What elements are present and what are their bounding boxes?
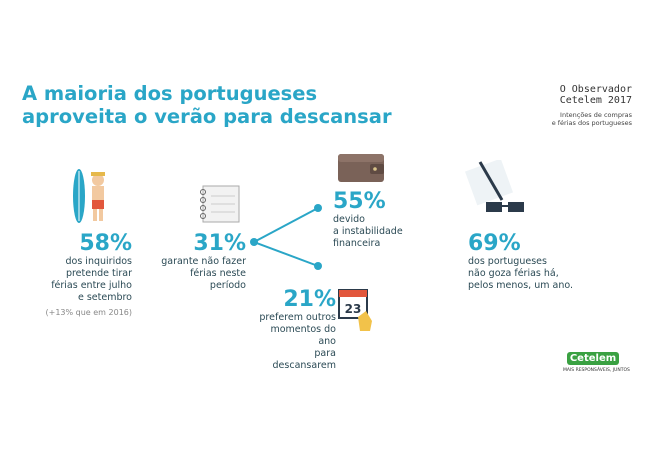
stat-58-line-3: férias entre julho <box>51 280 132 291</box>
stat-31-line-1: garante não fazer <box>161 256 246 267</box>
title-line-2: aproveita o verão para descansar <box>22 105 392 128</box>
brand-block: O Observador Cetelem 2017 Intenções de c… <box>552 84 632 127</box>
stat-69: 69% dos portugueses não goza férias há, … <box>468 232 598 292</box>
title-line-1: A maioria dos portugueses <box>22 82 318 105</box>
stat-58-line-1: dos inquiridos <box>65 256 133 267</box>
stat-21-value: 21% <box>283 287 336 312</box>
stat-58: 58% dos inquiridos pretende tirar férias… <box>22 231 133 318</box>
brand-line-2: Cetelem 2017 <box>559 95 632 106</box>
brand-line-1: O Observador <box>559 84 632 95</box>
stat-55-value: 55% <box>333 189 386 214</box>
stat-31-line-3: período <box>209 280 246 291</box>
stat-55-line-3: financeira <box>333 238 381 249</box>
stat-69-line-3: pelos menos, um ano. <box>468 280 574 291</box>
notebook-icon <box>200 185 240 223</box>
stat-21-line-3: para descansarem <box>272 348 336 371</box>
stat-58-value: 58% <box>79 231 132 256</box>
stat-58-note: (+13% que em 2016) <box>45 308 133 317</box>
cetelem-logo: Cetelem MAIS RESPONSÁVEIS, JUNTOS <box>563 346 630 373</box>
stat-31-value: 31% <box>193 231 246 256</box>
stat-55-line-1: devido <box>333 214 365 225</box>
wallet-icon <box>338 154 384 182</box>
stat-69-line-2: não goza férias há, <box>468 268 559 279</box>
cetelem-tagline: MAIS RESPONSÁVEIS, JUNTOS <box>563 368 630 373</box>
stat-69-line-1: dos portugueses <box>468 256 547 267</box>
stat-21: 21% preferem outros momentos do ano para… <box>252 288 336 372</box>
calendar-icon: 23 <box>338 289 372 331</box>
brand-sub-2: e férias dos portugueses <box>551 119 632 127</box>
surfer-icon <box>73 169 105 223</box>
stat-21-line-1: preferem outros <box>259 312 336 323</box>
connector-lines <box>250 204 322 270</box>
cetelem-logo-text: Cetelem <box>566 352 620 365</box>
stat-31: 31% garante não fazer férias neste perío… <box>150 232 246 292</box>
stat-69-value: 69% <box>468 231 521 256</box>
brand-sub-1: Intenções de compras <box>560 111 632 119</box>
page-title: A maioria dos portugueses aproveita o ve… <box>22 82 392 128</box>
stat-55: 55% devido a instabilidade financeira <box>333 190 443 250</box>
glasses-pencil-icon <box>464 160 524 212</box>
stat-55-line-2: a instabilidade <box>333 226 403 237</box>
stat-58-line-2: pretende tirar <box>65 268 132 279</box>
stat-58-line-4: e setembro <box>77 292 132 303</box>
stat-31-line-2: férias neste <box>190 268 246 279</box>
calendar-day: 23 <box>345 302 362 316</box>
stat-21-line-2: momentos do ano <box>270 324 336 347</box>
